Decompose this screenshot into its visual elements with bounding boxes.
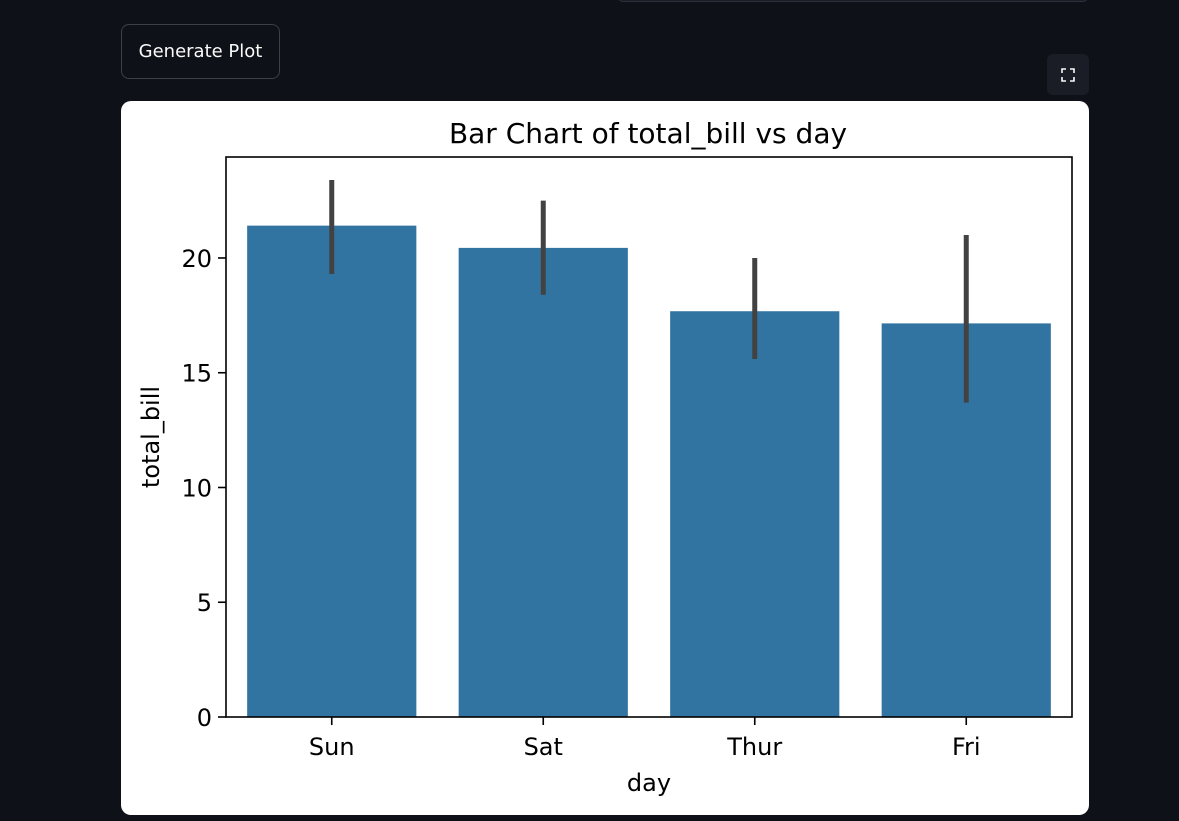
y-tick-label: 5 xyxy=(197,589,212,617)
top-input-field-edge[interactable] xyxy=(618,0,1088,2)
bar-thur xyxy=(670,311,839,717)
x-axis-ticks: Sun Sat Thur Fri xyxy=(309,717,981,761)
fullscreen-icon xyxy=(1061,68,1075,82)
bar-chart: Bar Chart of total_bill vs day 05101520 … xyxy=(121,101,1089,815)
y-axis-ticks: 0 5 10 15 20 xyxy=(181,245,226,732)
bar-sat xyxy=(459,248,628,717)
generate-plot-button[interactable]: Generate Plot xyxy=(121,24,280,79)
x-tick-label: Thur xyxy=(726,733,782,761)
y-tick-label: 0 xyxy=(197,704,212,732)
error-bars-layer xyxy=(332,180,967,403)
fullscreen-button[interactable] xyxy=(1047,54,1089,95)
y-axis-label: total_bill xyxy=(137,386,165,488)
y-tick-label: 10 xyxy=(181,474,212,502)
chart-title: Bar Chart of total_bill vs day xyxy=(449,117,847,150)
chart-card: Bar Chart of total_bill vs day 0 5 10 15 20 … xyxy=(121,101,1089,815)
x-tick-label: Sat xyxy=(524,733,563,761)
y-tick-label: 15 xyxy=(181,360,212,388)
bars-layer xyxy=(247,226,1051,717)
x-tick-label: Sun xyxy=(309,733,355,761)
x-tick-label: Fri xyxy=(952,733,981,761)
bar-sun xyxy=(247,226,416,717)
y-tick-label: 20 xyxy=(181,245,212,273)
x-axis-label: day xyxy=(627,769,671,797)
